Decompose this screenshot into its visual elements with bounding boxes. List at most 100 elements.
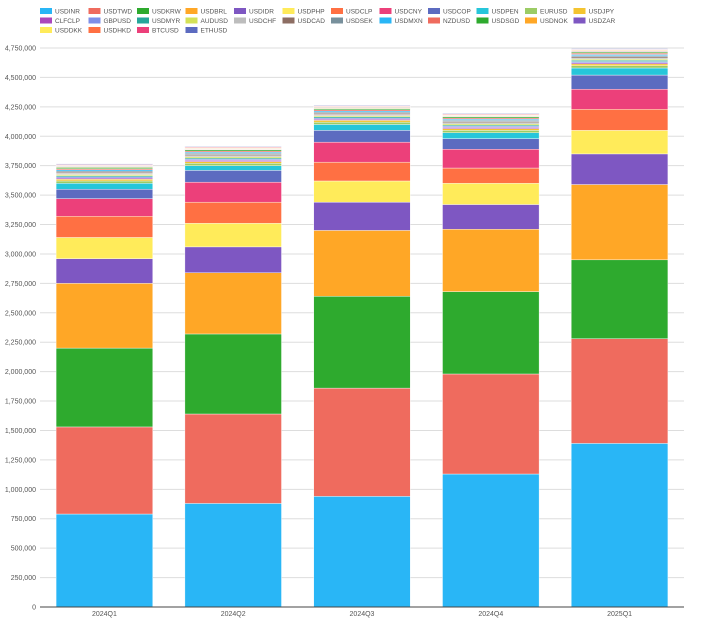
legend-item[interactable]: USDMXN <box>379 17 423 26</box>
bar-segment[interactable] <box>571 74 669 90</box>
legend-label: USDCHF <box>249 18 276 25</box>
legend-item[interactable]: USDNOK <box>525 17 568 26</box>
legend-item[interactable]: BTCUSD <box>137 27 179 35</box>
bar-segment[interactable] <box>571 63 669 66</box>
legend-item[interactable]: EURUSD <box>525 8 568 16</box>
bar-segment[interactable] <box>442 183 540 205</box>
legend-item[interactable]: USDHKD <box>88 27 132 35</box>
legend-item[interactable]: USDPHP <box>282 8 325 16</box>
bar-segment[interactable] <box>313 296 411 389</box>
bar-segment[interactable] <box>442 291 540 375</box>
legend-label: CLFCLP <box>55 18 80 25</box>
bar-segment[interactable] <box>184 246 282 273</box>
bar-segment[interactable] <box>55 189 153 199</box>
legend-item[interactable]: ETHUSD <box>185 27 228 35</box>
bar-segment[interactable] <box>571 88 669 110</box>
legend-label: USDCOP <box>443 9 471 16</box>
legend-item[interactable]: USDZAR <box>573 17 616 26</box>
bar-segment[interactable] <box>313 120 411 123</box>
bar-segment[interactable] <box>442 167 540 184</box>
legend-label: USDCLP <box>346 9 372 16</box>
bar-segment[interactable] <box>442 113 540 115</box>
bar-segment[interactable] <box>184 272 282 335</box>
bar-segment[interactable] <box>184 333 282 415</box>
bar-segment[interactable] <box>442 473 540 608</box>
legend-item[interactable]: GBPUSD <box>88 17 132 26</box>
legend-item[interactable]: NZDUSD <box>428 17 470 26</box>
bar-segment[interactable] <box>184 163 282 166</box>
bar-segment[interactable] <box>55 163 153 165</box>
bar-segment[interactable] <box>55 198 153 217</box>
bar-segment[interactable] <box>184 413 282 504</box>
bar-segment[interactable] <box>571 259 669 339</box>
legend-label: USDDKK <box>55 28 83 35</box>
bar-segment[interactable] <box>184 161 282 164</box>
bar-segment[interactable] <box>571 108 669 131</box>
bar-segment[interactable] <box>442 132 540 139</box>
bar-segment[interactable] <box>313 387 411 497</box>
bar-stack <box>184 146 282 608</box>
bar-segment[interactable] <box>313 130 411 143</box>
bar-segment[interactable] <box>571 338 669 444</box>
bar-segment[interactable] <box>184 146 282 148</box>
legend-item[interactable]: USDSGD <box>476 17 520 26</box>
legend-item[interactable]: USDIDR <box>234 8 274 16</box>
legend-item[interactable]: USDCNY <box>379 8 423 16</box>
bar-segment[interactable] <box>571 153 669 185</box>
bar-segment[interactable] <box>55 216 153 238</box>
legend-item[interactable]: USDCAD <box>282 17 326 26</box>
legend-item[interactable]: USDCHF <box>234 17 276 26</box>
legend-item[interactable]: USDJPY <box>573 8 615 16</box>
legend-item[interactable]: USDSEK <box>331 17 373 26</box>
bar-segment[interactable] <box>313 201 411 231</box>
bar-segment[interactable] <box>55 426 153 515</box>
bar-segment[interactable] <box>442 138 540 150</box>
legend-item[interactable]: USDPEN <box>476 8 519 16</box>
bar-segment[interactable] <box>184 170 282 183</box>
bar-segment[interactable] <box>55 237 153 259</box>
bar-segment[interactable] <box>313 230 411 297</box>
bar-segment[interactable] <box>184 181 282 203</box>
bar-segment[interactable] <box>55 513 153 608</box>
legend-item[interactable]: USDCLP <box>331 8 372 16</box>
bar-segment[interactable] <box>571 130 669 155</box>
bar-segment[interactable] <box>571 67 669 76</box>
bar-segment[interactable] <box>442 229 540 292</box>
bar-segment[interactable] <box>55 179 153 182</box>
bar-segment[interactable] <box>442 204 540 230</box>
bar-segment[interactable] <box>313 121 411 125</box>
bar-segment[interactable] <box>571 48 669 50</box>
bar-segment[interactable] <box>313 180 411 203</box>
bar-segment[interactable] <box>55 347 153 428</box>
legend-label: NZDUSD <box>443 18 470 25</box>
legend-item[interactable]: USDBRL <box>185 8 228 16</box>
bar-segment[interactable] <box>571 443 669 608</box>
legend-item[interactable]: USDMYR <box>137 17 180 26</box>
bar-segment[interactable] <box>184 201 282 224</box>
bar-segment[interactable] <box>55 283 153 349</box>
bar-segment[interactable] <box>442 149 540 169</box>
legend-item[interactable]: USDINR <box>40 8 80 16</box>
bar-segment[interactable] <box>313 124 411 131</box>
bar-segment[interactable] <box>55 183 153 190</box>
bar-segment[interactable] <box>184 503 282 608</box>
bar-segment[interactable] <box>313 104 411 106</box>
bar-segment[interactable] <box>55 258 153 284</box>
bar-segment[interactable] <box>313 496 411 608</box>
bar-segment[interactable] <box>55 180 153 184</box>
legend-item[interactable]: USDCOP <box>428 8 471 16</box>
legend-item[interactable]: CLFCLP <box>40 17 80 26</box>
bar-segment[interactable] <box>184 165 282 171</box>
legend-item[interactable]: USDDKK <box>40 27 83 35</box>
legend-item[interactable]: AUDUSD <box>185 17 229 26</box>
legend-item[interactable]: USDTWD <box>88 8 133 16</box>
bar-segment[interactable] <box>313 141 411 163</box>
bar-segment[interactable] <box>442 130 540 133</box>
bar-segment[interactable] <box>442 128 540 131</box>
bar-segment[interactable] <box>442 373 540 475</box>
bar-segment[interactable] <box>571 184 669 261</box>
bar-segment[interactable] <box>571 65 669 69</box>
bar-segment[interactable] <box>184 223 282 248</box>
bar-segment[interactable] <box>313 161 411 182</box>
legend-item[interactable]: USDKRW <box>137 8 182 16</box>
